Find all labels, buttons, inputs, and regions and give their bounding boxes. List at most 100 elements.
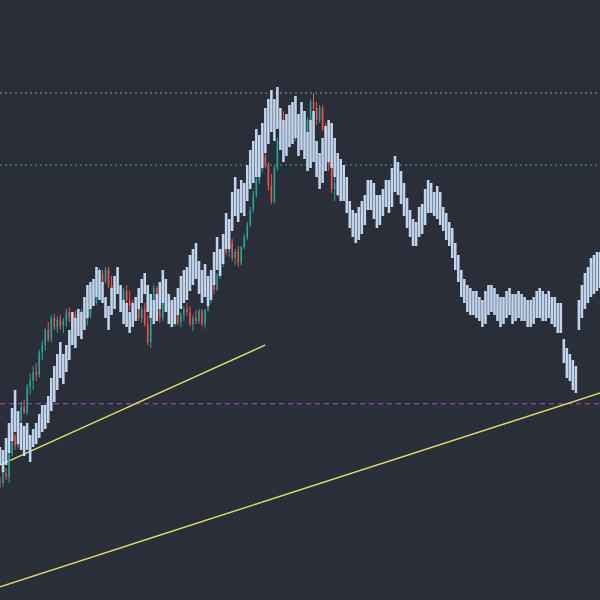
projection-bar: [31, 429, 35, 447]
projection-bar: [65, 345, 68, 372]
projection-bar: [523, 297, 526, 321]
projection-bar: [553, 297, 557, 327]
candle: [8, 450, 10, 483]
candle: [143, 303, 146, 327]
projection-bar: [571, 360, 575, 390]
projection-bar: [146, 285, 150, 312]
candle: [204, 309, 206, 329]
candle: [183, 306, 185, 321]
candle-body: [8, 453, 10, 477]
horizontal-levels: [0, 92, 600, 405]
projection-bar: [128, 312, 131, 333]
projection-bar: [447, 222, 451, 246]
projection-bar: [200, 270, 204, 303]
projection-bar: [194, 243, 198, 279]
projection-bar: [568, 354, 572, 381]
candle: [59, 315, 62, 330]
candle: [321, 105, 324, 131]
projection-bar: [496, 294, 499, 321]
candle-body: [62, 321, 65, 326]
projection-bar: [101, 282, 104, 303]
candle: [186, 303, 188, 317]
candle: [240, 246, 243, 266]
candle-body: [333, 183, 336, 189]
projection-bar: [209, 270, 213, 300]
projection-bar: [469, 288, 472, 315]
projection-bar: [248, 150, 252, 189]
candle-body: [204, 310, 206, 324]
projection-bar: [34, 423, 38, 444]
candle-body: [0, 481, 1, 483]
candle: [5, 468, 7, 480]
candle: [65, 309, 68, 327]
projection-bar: [179, 276, 183, 309]
projection-bar: [598, 252, 600, 288]
candle-body: [26, 387, 28, 413]
projection-bar: [116, 267, 119, 294]
candle-body: [201, 310, 203, 324]
projection-bar: [366, 180, 370, 210]
projection-bar: [300, 102, 303, 150]
candle-body: [101, 273, 104, 282]
projection-bar: [113, 276, 116, 309]
projection-bar: [363, 195, 367, 225]
candle-body: [249, 210, 252, 225]
projection-bar: [267, 99, 270, 144]
projection-bar: [460, 270, 463, 297]
projection-bar: [586, 267, 590, 303]
candle: [38, 349, 41, 378]
candle-body: [53, 318, 56, 327]
projection-bar: [405, 198, 409, 228]
projection-bar: [490, 285, 493, 312]
candle-body: [140, 309, 143, 318]
projection-bar: [315, 141, 318, 177]
projection-bar: [1, 450, 5, 473]
candle: [53, 313, 56, 330]
projection-bar: [514, 294, 517, 321]
candle-body: [216, 274, 218, 290]
projection-bar: [62, 354, 65, 384]
projection-bar: [321, 138, 324, 183]
projection-bar: [19, 423, 23, 450]
projection-bar: [357, 207, 361, 240]
projection-bar: [327, 120, 330, 162]
candle-body: [186, 309, 188, 312]
candle: [309, 99, 312, 123]
candle-body: [177, 315, 179, 323]
candle: [125, 285, 128, 303]
projection-bar: [345, 177, 349, 213]
candle: [201, 309, 203, 327]
candle-body: [14, 436, 16, 446]
projection-bar: [348, 201, 352, 228]
projection-bar: [203, 264, 207, 297]
projection-bar: [16, 411, 20, 444]
candle: [14, 433, 16, 450]
candle: [237, 246, 240, 267]
projection-bar: [40, 405, 44, 432]
projection-bar: [86, 285, 89, 318]
projection-bar: [83, 297, 86, 330]
projection-bar: [369, 180, 373, 210]
projection-bar: [390, 168, 394, 207]
projection-bar: [444, 213, 448, 240]
candle: [318, 105, 321, 123]
projection-bar: [396, 162, 400, 195]
projection-bar: [589, 258, 593, 297]
candle-body: [330, 165, 333, 189]
candle-body: [161, 291, 164, 318]
projection-bar: [104, 297, 107, 318]
projection-bar: [77, 309, 80, 336]
projection-bar: [544, 294, 548, 321]
projection-bar: [559, 303, 563, 333]
candle: [180, 312, 182, 327]
candle-body: [234, 252, 237, 258]
projection-bar: [547, 291, 551, 318]
candle-body: [38, 352, 41, 375]
projection-bar: [191, 249, 195, 285]
projection-bar: [550, 297, 554, 324]
projection-bar: [188, 255, 192, 291]
candle-body: [270, 186, 273, 201]
candle: [270, 174, 273, 204]
